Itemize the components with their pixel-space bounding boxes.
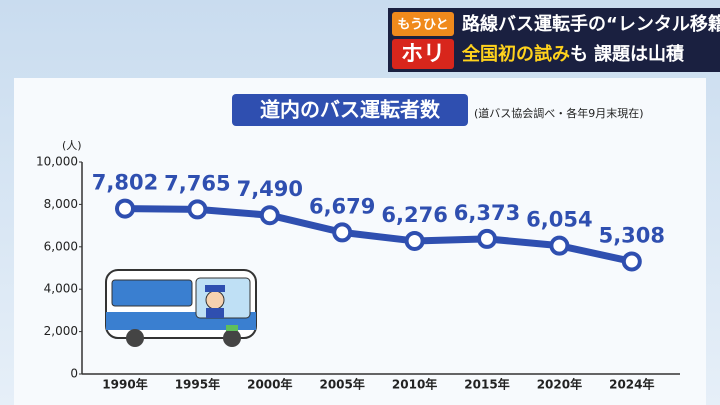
y-tick-label: 4,000 [44, 282, 78, 296]
y-tick-label: 6,000 [44, 239, 78, 253]
value-label: 6,054 [526, 208, 592, 232]
value-label: 5,308 [599, 223, 665, 247]
y-tick-label: 10,000 [36, 155, 78, 169]
bus-illustration [105, 269, 257, 347]
banner-line: 路線バス運転手の“レンタル移籍” [462, 13, 720, 35]
point [332, 222, 353, 243]
point [115, 198, 135, 219]
x-tick-label: 2005年 [319, 377, 364, 392]
x-tick-label: 1995年 [175, 377, 220, 392]
banner-line: 全国初の試みも 課題は山積 [461, 43, 685, 65]
chart-subtitle: (道バス協会調べ・各年9月末現在) [474, 106, 644, 120]
point [621, 251, 642, 272]
chart-title: 道内のバス運転者数 [260, 98, 441, 122]
x-tick-label: 2010年 [392, 377, 437, 392]
panel [14, 78, 706, 405]
banner-tag: ホリ [401, 42, 445, 67]
tag-top-bg [392, 12, 454, 36]
value-label: 6,373 [454, 201, 520, 225]
x-tick-label: 2015年 [464, 377, 509, 392]
title-bg [232, 94, 468, 126]
x-tick-label: 2020年 [537, 377, 582, 392]
y-unit: (人) [62, 139, 82, 152]
y-tick-label: 2,000 [44, 324, 78, 338]
banner-tag: もうひと [397, 18, 448, 33]
value-label: 7,765 [164, 171, 230, 195]
value-label: 6,276 [381, 203, 447, 227]
point [477, 228, 497, 249]
line [124, 205, 633, 265]
banner-highlight: 全国初の試み [461, 43, 570, 65]
value-label: 7,802 [92, 171, 158, 195]
x-tick-label: 2000年 [247, 377, 292, 392]
value-label: 7,490 [237, 177, 303, 201]
point [404, 230, 425, 251]
y-tick-label: 8,000 [44, 197, 78, 211]
banner-end: 課題は山積 [594, 43, 685, 65]
y-tick-label: 0 [70, 367, 78, 381]
value-label: 6,679 [309, 194, 375, 218]
x-tick-label: 2024年 [609, 377, 654, 392]
point [549, 235, 570, 256]
tag-bottom-bg [392, 39, 454, 69]
point [187, 199, 208, 220]
x-tick-label: 1990年 [102, 377, 147, 392]
point [259, 205, 280, 226]
banner-mid: も [570, 44, 588, 65]
